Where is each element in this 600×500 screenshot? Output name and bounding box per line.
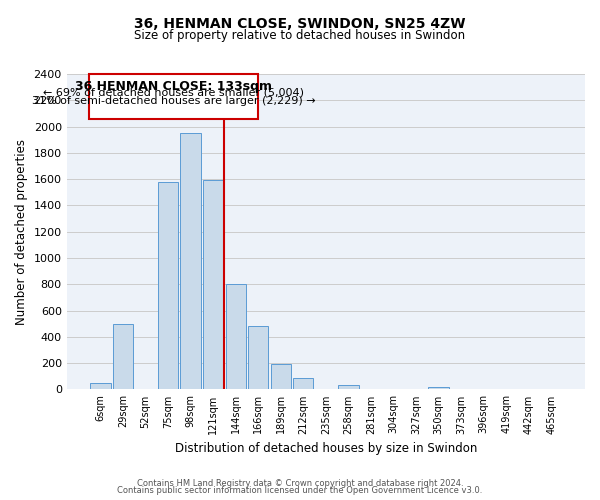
Text: 36 HENMAN CLOSE: 133sqm: 36 HENMAN CLOSE: 133sqm	[75, 80, 272, 93]
X-axis label: Distribution of detached houses by size in Swindon: Distribution of detached houses by size …	[175, 442, 477, 455]
Bar	[248, 326, 268, 390]
Text: Contains public sector information licensed under the Open Government Licence v3: Contains public sector information licen…	[118, 486, 482, 495]
Text: 31% of semi-detached houses are larger (2,229) →: 31% of semi-detached houses are larger (…	[32, 96, 316, 106]
Y-axis label: Number of detached properties: Number of detached properties	[15, 138, 28, 324]
Text: Contains HM Land Registry data © Crown copyright and database right 2024.: Contains HM Land Registry data © Crown c…	[137, 478, 463, 488]
Bar	[338, 386, 359, 390]
Bar	[293, 378, 313, 390]
Text: 36, HENMAN CLOSE, SWINDON, SN25 4ZW: 36, HENMAN CLOSE, SWINDON, SN25 4ZW	[134, 18, 466, 32]
Bar	[181, 133, 201, 390]
Bar	[113, 324, 133, 390]
Bar	[158, 182, 178, 390]
Text: Size of property relative to detached houses in Swindon: Size of property relative to detached ho…	[134, 29, 466, 42]
Bar	[90, 383, 110, 390]
Text: ← 69% of detached houses are smaller (5,004): ← 69% of detached houses are smaller (5,…	[43, 88, 304, 98]
Bar	[271, 364, 291, 390]
Bar	[226, 284, 246, 390]
Bar	[203, 180, 223, 390]
FancyBboxPatch shape	[89, 74, 258, 118]
Bar	[428, 387, 449, 390]
